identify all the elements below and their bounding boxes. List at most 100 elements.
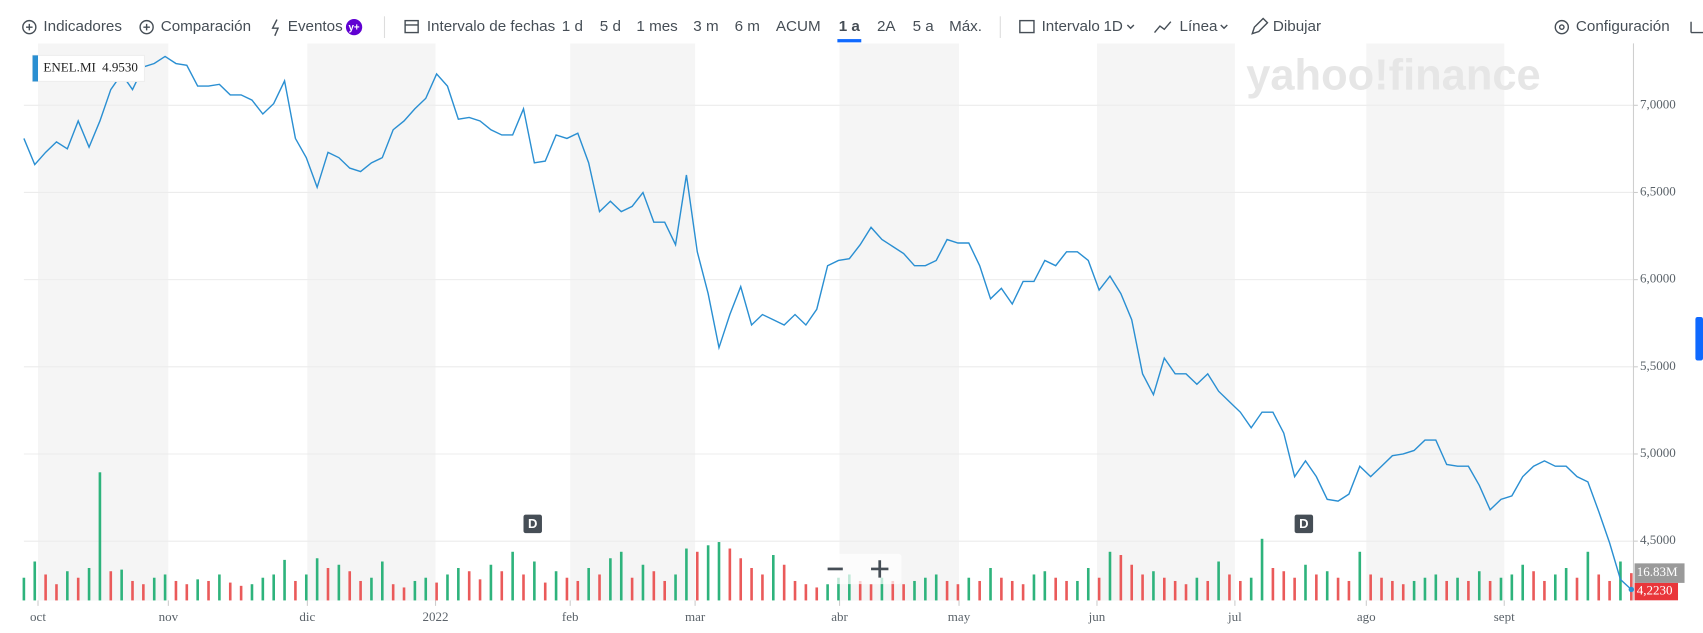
volume-tag [1634, 563, 1685, 583]
chart-style-button[interactable]: Línea [1180, 18, 1219, 35]
volume-bar [1467, 580, 1470, 601]
volume-bar [891, 580, 895, 601]
volume-bar [1076, 580, 1079, 601]
side-tab[interactable] [1695, 317, 1703, 361]
volume-bar [1477, 571, 1481, 601]
volume-bar [1336, 577, 1340, 601]
volume-bar [1054, 577, 1057, 601]
volume-bar [478, 579, 482, 601]
volume-bar [163, 574, 167, 601]
volume-bar [109, 571, 113, 601]
volume-bar [793, 580, 797, 601]
draw-button[interactable]: Dibujar [1273, 18, 1321, 35]
range-button[interactable]: Máx. [949, 18, 982, 35]
volume-bar [1152, 571, 1155, 601]
volume-bar [1510, 574, 1514, 601]
volume-bar [337, 564, 341, 601]
volume-bar [1304, 564, 1307, 601]
volume-bar [587, 567, 590, 601]
x-tick-label: may [948, 609, 971, 624]
y-tick-label: 6,0000 [1640, 271, 1676, 286]
volume-bar [815, 587, 819, 601]
range-button[interactable]: 2A [877, 18, 896, 35]
volume-bar [1000, 577, 1003, 601]
interval-value[interactable]: 1D [1103, 18, 1122, 35]
volume-bar [76, 577, 80, 601]
events-button[interactable]: Eventos [288, 18, 343, 35]
volume-bar [826, 584, 829, 601]
price-tag-label: 4,2230 [1637, 583, 1673, 598]
range-button[interactable]: 3 m [693, 18, 718, 35]
volume-bar [1228, 574, 1231, 601]
x-tick-label: jun [1088, 609, 1106, 624]
range-button[interactable]: 6 m [735, 18, 760, 35]
zoom-in[interactable] [871, 560, 889, 578]
icon [1220, 24, 1228, 30]
toolbar: Indicadores Comparación Eventos y+ Inter… [22, 16, 1703, 43]
range-button[interactable]: 1 a [839, 18, 861, 35]
volume-bar [1293, 577, 1296, 601]
volume-bar [1532, 571, 1535, 601]
month-band [570, 43, 696, 601]
x-tick-label: abr [831, 609, 848, 624]
badge [345, 19, 363, 36]
volume-bar [131, 580, 134, 601]
badge-text: y+ [348, 22, 359, 33]
volume-bar [391, 584, 395, 601]
active-underline [837, 39, 862, 43]
volume-bar [218, 574, 221, 601]
volume-bar [1423, 577, 1427, 601]
volume-bar [913, 580, 916, 601]
volume-bar [1271, 567, 1275, 601]
volume-bar [771, 555, 775, 601]
legend-swatch [32, 55, 39, 82]
volume-bar [924, 577, 927, 601]
settings-button[interactable]: Configuración [1576, 18, 1670, 35]
volume-bar [1010, 580, 1014, 601]
icon [271, 19, 280, 37]
volume-bar [869, 584, 873, 601]
x-tick-label: dic [299, 609, 315, 624]
volume-bar [402, 587, 406, 601]
legend-value: 4.9530 [102, 59, 138, 74]
range-button[interactable]: ACUM [776, 18, 821, 35]
volume-bar [1184, 584, 1188, 601]
price-tag [1634, 582, 1679, 601]
volume-bar [1206, 580, 1210, 601]
volume-bar [1097, 577, 1101, 601]
y-tick-label: 7,0000 [1640, 96, 1676, 111]
range-button[interactable]: 5 a [913, 18, 935, 35]
icon [22, 19, 37, 35]
volume-bar [1217, 561, 1220, 601]
volume-label: 16.83M [1637, 564, 1678, 579]
interval-button[interactable]: Intervalo [1042, 18, 1100, 35]
volume-bar [1065, 580, 1068, 601]
volume-bar [989, 567, 992, 601]
volume-bar [1412, 580, 1416, 601]
range-button[interactable]: 5 d [600, 18, 621, 35]
range-button[interactable]: 1 mes [636, 18, 678, 35]
volume-bar [1608, 580, 1611, 601]
volume-bar [413, 580, 417, 601]
volume-bar [533, 561, 536, 601]
volume-bar [283, 559, 286, 601]
volume-bar [1282, 571, 1286, 601]
range-button[interactable]: 1 d [562, 18, 583, 35]
volume-bar [902, 584, 905, 601]
icon [1690, 21, 1703, 34]
comparison-button[interactable]: Comparación [161, 18, 251, 35]
volume-bar [87, 567, 91, 601]
volume-bar [98, 472, 102, 601]
volume-bar [511, 551, 514, 601]
volume-bar [630, 577, 634, 601]
volume-bar [543, 582, 547, 601]
volume-bar [1021, 584, 1025, 601]
indicators-button[interactable]: Indicadores [43, 18, 122, 35]
x-tick-label: 2022 [423, 609, 449, 624]
event-marker[interactable] [1294, 514, 1314, 534]
volume-bar [1553, 574, 1557, 601]
event-marker[interactable] [523, 514, 542, 534]
month-band [1096, 43, 1235, 601]
